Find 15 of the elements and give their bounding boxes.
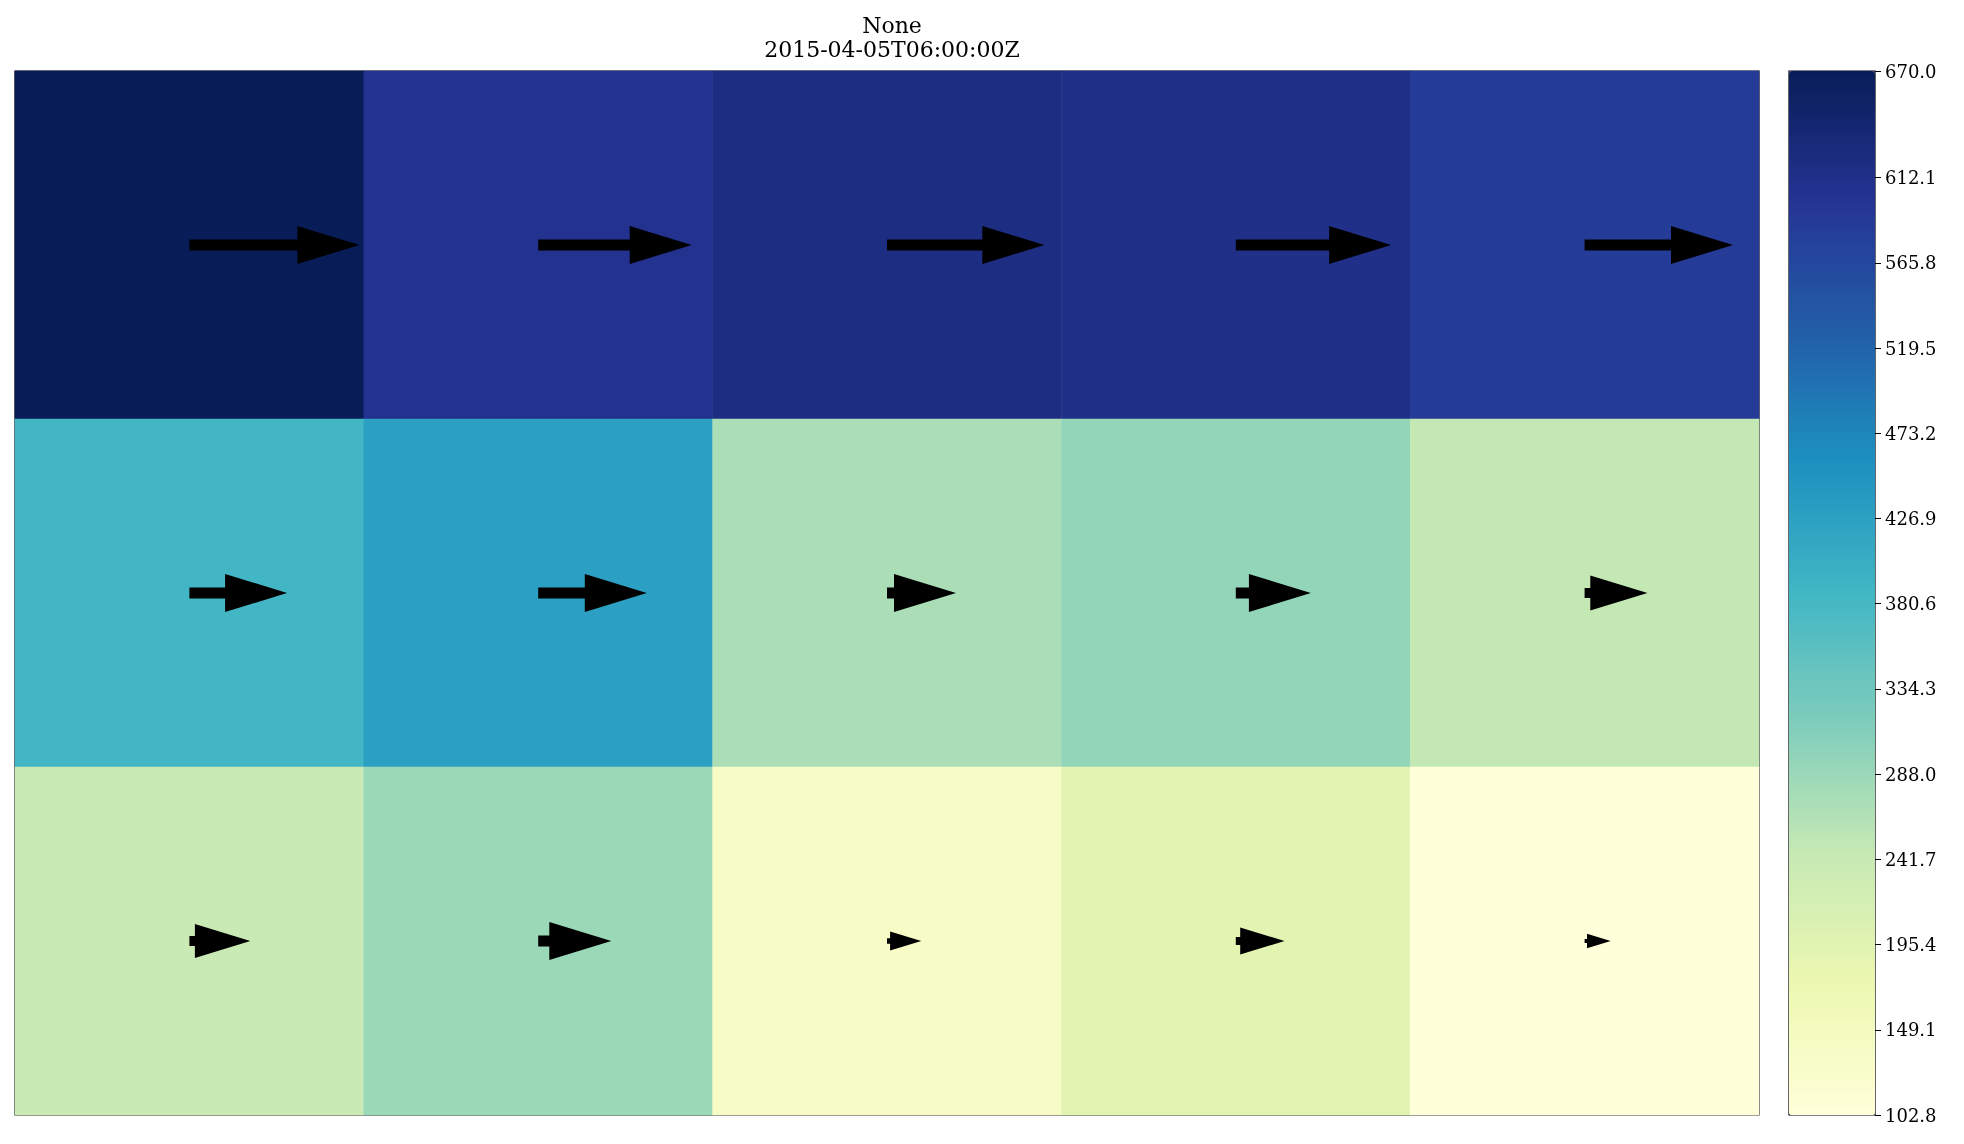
color-bar-label: 670.0 <box>1885 60 1937 82</box>
color-bar-label: 380.6 <box>1885 593 1937 615</box>
color-bar-label: 334.3 <box>1885 678 1937 700</box>
chart-subtitle: 2015-04-05T06:00:00Z <box>764 36 1020 62</box>
color-bar-label: 565.8 <box>1885 252 1937 274</box>
color-bar-label: 195.4 <box>1885 934 1937 956</box>
color-bar-label: 612.1 <box>1885 167 1937 189</box>
color-bar-label: 426.9 <box>1885 507 1937 529</box>
color-bar-label: 519.5 <box>1885 337 1937 359</box>
chart-title: None <box>862 12 922 38</box>
color-bar-label: 149.1 <box>1885 1019 1937 1041</box>
color-bar-label: 288.0 <box>1885 763 1937 785</box>
color-bar-label: 102.8 <box>1885 1104 1937 1126</box>
color-bar-label: 473.2 <box>1885 422 1937 444</box>
color-bar-label: 241.7 <box>1885 848 1937 870</box>
